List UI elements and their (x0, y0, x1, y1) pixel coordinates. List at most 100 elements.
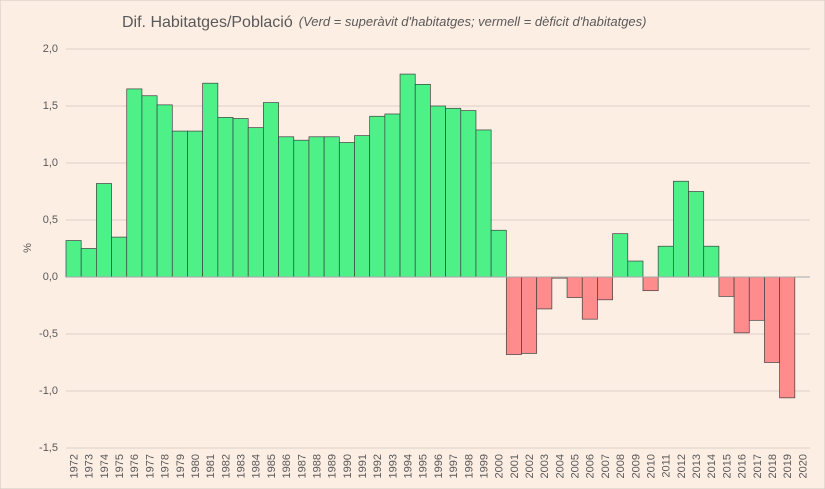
bar (642, 276, 659, 292)
bar (141, 95, 158, 278)
bar (779, 276, 796, 399)
bar (247, 127, 264, 278)
x-tick-label: 2005 (570, 454, 582, 478)
subtitle: (Verd = superàvit d'habitatges; vermell … (299, 14, 647, 29)
bar (581, 276, 598, 320)
bar (475, 129, 492, 278)
bar (748, 276, 765, 321)
x-tick-label: 1986 (281, 454, 293, 478)
x-tick-label: 1976 (129, 454, 141, 478)
x-tick-label: 2002 (524, 454, 536, 478)
x-tick-label: 1978 (160, 454, 172, 478)
x-tick-label: 1984 (251, 454, 263, 478)
bar (414, 83, 431, 278)
x-tick-label: 2015 (721, 454, 733, 478)
bar (490, 229, 507, 278)
x-tick-label: 1981 (205, 454, 217, 478)
x-tick-label: 2018 (767, 454, 779, 478)
x-tick-label: 1979 (175, 454, 187, 478)
bar (703, 245, 720, 278)
x-tick-label: 2010 (645, 454, 657, 478)
x-tick-label: 1989 (327, 454, 339, 478)
y-tick-label: 1,5 (43, 100, 58, 112)
bar (171, 130, 188, 278)
x-tick-label: 1987 (296, 454, 308, 478)
x-tick-label: 1990 (342, 454, 354, 478)
x-tick-label: 2008 (615, 454, 627, 478)
x-tick-label: 1991 (357, 454, 369, 478)
bar (308, 136, 325, 278)
x-tick-label: 1977 (144, 454, 156, 478)
bar (369, 115, 386, 278)
bar (384, 113, 401, 278)
x-tick-label: 1992 (372, 454, 384, 478)
bar (156, 104, 173, 278)
x-tick-label: 2007 (600, 454, 612, 478)
x-tick-label: 2019 (782, 454, 794, 478)
bar (627, 260, 644, 278)
y-tick-label: -0,5 (39, 328, 58, 340)
bar (111, 236, 128, 278)
bar (445, 107, 462, 278)
x-tick-label: 2017 (752, 454, 764, 478)
x-tick-label: 2004 (554, 454, 566, 478)
bar (263, 102, 279, 278)
bar (536, 276, 553, 310)
bar (80, 248, 97, 278)
chart-title: Dif. Habitatges/Població (Verd = superàvi… (122, 14, 647, 31)
bar (126, 88, 143, 278)
bar (354, 135, 371, 278)
x-tick-label: 2000 (494, 454, 506, 478)
bar (232, 118, 249, 278)
x-tick-label: 1974 (99, 454, 111, 478)
x-tick-label: 2016 (737, 454, 749, 478)
y-tick-label: 0,0 (43, 271, 58, 283)
bar (657, 245, 674, 278)
bar (688, 191, 705, 278)
x-tick-label: 1973 (84, 454, 96, 478)
x-tick-label: 1988 (311, 454, 323, 478)
bar (764, 276, 780, 363)
x-tick-label: 1983 (236, 454, 248, 478)
bar (612, 233, 629, 278)
y-tick-label: 2,0 (43, 43, 58, 55)
bar (505, 276, 522, 355)
x-tick-label: 1985 (266, 454, 278, 478)
x-tick-label: 2011 (661, 454, 673, 478)
bar (278, 136, 295, 278)
x-tick-label: 2012 (676, 454, 688, 478)
bar (217, 117, 234, 278)
x-tick-label: 1980 (190, 454, 202, 478)
bar (597, 276, 613, 301)
y-tick-label: 1,0 (43, 157, 58, 169)
bar (566, 276, 583, 298)
x-tick-label: 2009 (630, 454, 642, 478)
x-tick-label: 1982 (220, 454, 232, 478)
bar (399, 73, 416, 278)
y-tick-label: 0,5 (43, 214, 58, 226)
bar (672, 180, 689, 278)
x-tick-label: 2001 (509, 454, 521, 478)
x-tick-label: 2020 (797, 454, 809, 478)
x-tick-label: 2013 (691, 454, 703, 478)
title: Dif. Habitatges/Població (122, 14, 293, 31)
bar (521, 276, 538, 354)
bar (187, 130, 204, 278)
bar (733, 276, 750, 334)
x-tick-label: 1993 (387, 454, 399, 478)
x-tick-label: 1995 (418, 454, 430, 478)
y-axis-label: % (22, 243, 34, 253)
bar (430, 105, 446, 278)
bar (202, 82, 219, 278)
x-tick-label: 2003 (539, 454, 551, 478)
x-tick-label: 1998 (463, 454, 475, 478)
bar (293, 139, 310, 278)
bar (460, 110, 477, 278)
x-tick-label: 2014 (706, 454, 718, 478)
x-tick-label: 1997 (448, 454, 460, 478)
bar (718, 276, 735, 297)
bar (96, 183, 112, 278)
x-tick-label: 2006 (585, 454, 597, 478)
bar (65, 240, 82, 278)
